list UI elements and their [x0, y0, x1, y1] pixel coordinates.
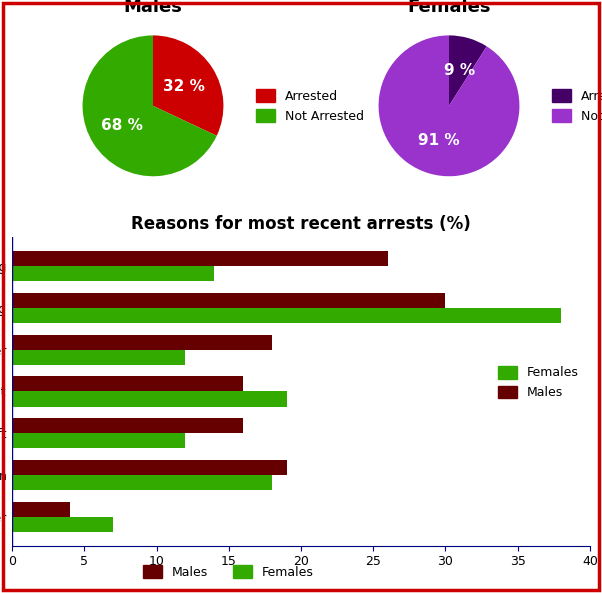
Bar: [12, 391, 287, 407]
Legend: Arrested, Not Arrested: Arrested, Not Arrested: [251, 84, 368, 127]
Bar: [12, 433, 185, 448]
Legend: Females, Males: Females, Males: [493, 361, 584, 404]
Text: 68 %: 68 %: [101, 118, 143, 133]
Title: Females: Females: [408, 0, 491, 16]
Bar: [12, 335, 272, 350]
Wedge shape: [379, 36, 520, 176]
Legend: Males, Females: Males, Females: [138, 560, 319, 584]
Legend: Arrested, Not Arrested: Arrested, Not Arrested: [547, 84, 602, 127]
Bar: [12, 517, 113, 531]
Bar: [12, 475, 272, 490]
Bar: [12, 293, 445, 308]
Bar: [12, 251, 388, 266]
Text: 91 %: 91 %: [418, 133, 459, 148]
Bar: [12, 350, 185, 365]
Wedge shape: [449, 36, 487, 106]
Text: 32 %: 32 %: [163, 79, 205, 94]
Wedge shape: [82, 36, 217, 176]
Title: Reasons for most recent arrests (%): Reasons for most recent arrests (%): [131, 215, 471, 233]
Bar: [12, 308, 561, 323]
Title: Males: Males: [123, 0, 182, 16]
Bar: [12, 502, 70, 517]
Text: 9 %: 9 %: [444, 63, 475, 78]
Bar: [12, 418, 243, 433]
Bar: [12, 266, 214, 282]
Bar: [12, 460, 287, 475]
Bar: [12, 377, 243, 391]
Wedge shape: [153, 36, 223, 136]
